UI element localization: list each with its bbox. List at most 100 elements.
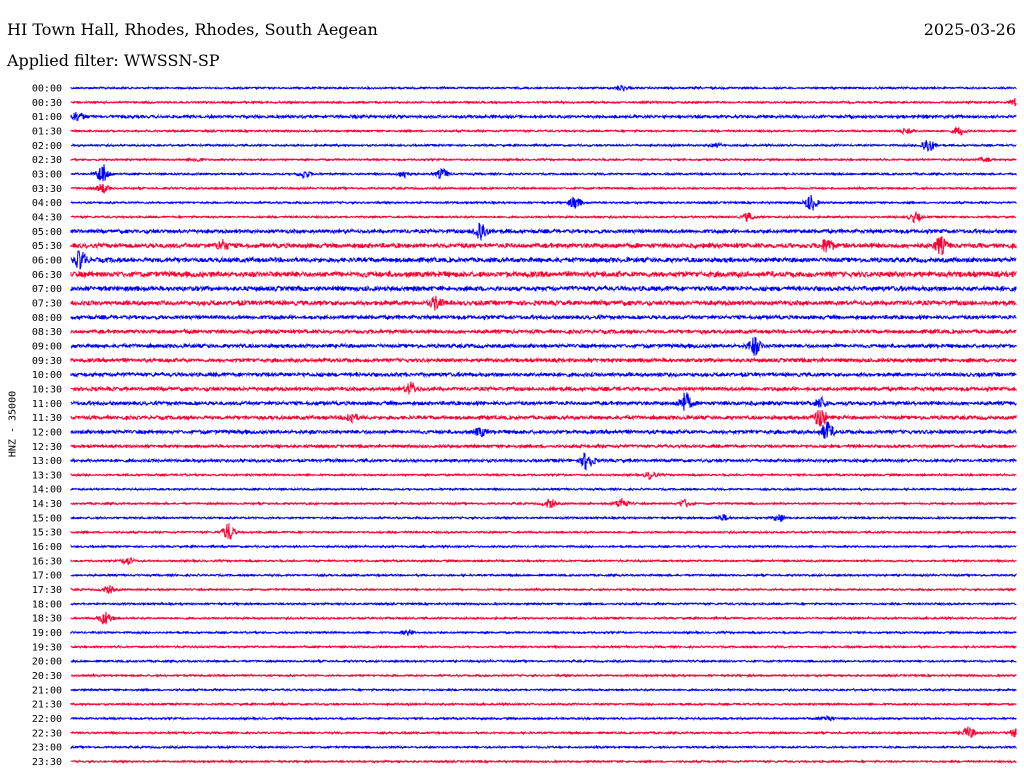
time-tick-label: 16:30 (32, 556, 62, 567)
seismic-trace-0130 (70, 125, 1017, 136)
seismic-trace-2130 (70, 701, 1017, 707)
time-tick-label: 22:30 (32, 728, 62, 739)
seismic-trace-1930 (70, 644, 1017, 650)
seismic-trace-0530 (70, 236, 1017, 256)
time-tick-label: 05:30 (32, 241, 62, 252)
seismic-trace-1230 (70, 443, 1017, 450)
seismic-trace-2100 (70, 687, 1017, 693)
plot-date: 2025-03-26 (923, 20, 1016, 39)
seismic-trace-0030 (70, 98, 1017, 107)
seismic-trace-1400 (70, 486, 1017, 492)
seismic-trace-0900 (70, 336, 1017, 357)
seismic-trace-0000 (70, 84, 1017, 92)
seismic-trace-2030 (70, 672, 1017, 679)
time-tick-label: 20:00 (32, 657, 62, 668)
seismic-trace-2230 (70, 726, 1017, 739)
seismic-trace-0700 (70, 284, 1017, 293)
time-tick-label: 13:30 (32, 470, 62, 481)
time-tick-label: 18:30 (32, 614, 62, 625)
seismic-trace-1130 (70, 409, 1017, 427)
time-tick-label: 18:00 (32, 599, 62, 610)
seismic-trace-1200 (70, 421, 1017, 439)
seismic-trace-0500 (70, 222, 1017, 241)
time-tick-label: 02:30 (32, 155, 62, 166)
seismic-trace-0400 (70, 194, 1017, 211)
seismic-trace-1030 (70, 381, 1017, 395)
seismic-trace-1730 (70, 584, 1017, 594)
time-tick-label: 16:00 (32, 542, 62, 553)
time-tick-label: 09:30 (32, 356, 62, 367)
time-tick-label: 03:30 (32, 184, 62, 195)
time-tick-label: 08:00 (32, 313, 62, 324)
seismic-trace-1500 (70, 514, 1017, 523)
time-tick-label: 12:30 (32, 442, 62, 453)
time-tick-label: 14:00 (32, 485, 62, 496)
seismic-trace-1000 (70, 371, 1017, 379)
time-tick-label: 21:30 (32, 700, 62, 711)
time-tick-label: 09:00 (32, 341, 62, 352)
time-tick-label: 04:30 (32, 212, 62, 223)
time-tick-label: 04:00 (32, 198, 62, 209)
seismic-trace-2300 (70, 744, 1017, 750)
seismic-trace-1530 (70, 523, 1017, 540)
time-tick-label: 23:30 (32, 757, 62, 768)
time-tick-label: 03:00 (32, 169, 62, 180)
seismic-trace-1430 (70, 498, 1017, 509)
seismic-trace-0600 (70, 250, 1017, 270)
time-tick-label: 21:00 (32, 685, 62, 696)
seismic-trace-1330 (70, 471, 1017, 480)
seismic-trace-0300 (70, 164, 1017, 182)
time-tick-label: 22:00 (32, 714, 62, 725)
seismic-trace-1600 (70, 544, 1017, 550)
seismic-trace-1800 (70, 601, 1017, 607)
seismic-trace-0930 (70, 356, 1017, 364)
seismic-trace-1300 (70, 452, 1017, 471)
seismic-trace-2000 (70, 658, 1017, 664)
time-tick-label: 19:30 (32, 642, 62, 653)
time-tick-label: 10:00 (32, 370, 62, 381)
time-tick-label: 13:00 (32, 456, 62, 467)
time-tick-label: 20:30 (32, 671, 62, 682)
time-tick-label: 02:00 (32, 141, 62, 152)
time-tick-label: 00:30 (32, 98, 62, 109)
time-tick-label: 14:30 (32, 499, 62, 510)
time-tick-label: 08:30 (32, 327, 62, 338)
time-tick-label: 00:00 (32, 84, 62, 95)
time-tick-label: 17:00 (32, 571, 62, 582)
seismic-trace-0330 (70, 183, 1017, 194)
seismic-trace-1100 (70, 392, 1017, 411)
time-tick-label: 11:30 (32, 413, 62, 424)
time-tick-label: 10:30 (32, 384, 62, 395)
time-tick-label: 11:00 (32, 399, 62, 410)
station-title: HI Town Hall, Rhodes, Rhodes, South Aege… (7, 20, 378, 39)
seismic-trace-2330 (70, 759, 1017, 764)
time-tick-label: 05:00 (32, 227, 62, 238)
time-tick-label: 12:00 (32, 427, 62, 438)
time-tick-label: 23:00 (32, 743, 62, 754)
seismic-trace-0100 (70, 111, 1017, 122)
seismic-trace-0830 (70, 328, 1017, 336)
seismic-trace-1900 (70, 629, 1017, 637)
time-tick-label: 06:30 (32, 270, 62, 281)
filter-label: Applied filter: WWSSN-SP (7, 51, 220, 70)
seismic-trace-2200 (70, 714, 1017, 722)
seismic-trace-1700 (70, 572, 1017, 578)
seismic-trace-0430 (70, 211, 1017, 224)
time-tick-label: 17:30 (32, 585, 62, 596)
time-tick-label: 07:00 (32, 284, 62, 295)
time-tick-label: 07:30 (32, 298, 62, 309)
seismic-trace-1630 (70, 557, 1017, 566)
seismic-trace-1830 (70, 611, 1017, 625)
time-tick-label: 06:00 (32, 255, 62, 266)
seismic-trace-0800 (70, 313, 1017, 321)
seismic-trace-0630 (70, 269, 1017, 279)
time-tick-label: 01:00 (32, 112, 62, 123)
time-tick-label: 15:00 (32, 513, 62, 524)
time-tick-label: 15:30 (32, 528, 62, 539)
seismic-trace-0230 (70, 156, 1017, 163)
seismic-trace-0200 (70, 140, 1017, 152)
time-tick-label: 01:30 (32, 126, 62, 137)
seismic-trace-0730 (70, 295, 1017, 311)
time-tick-label: 19:00 (32, 628, 62, 639)
